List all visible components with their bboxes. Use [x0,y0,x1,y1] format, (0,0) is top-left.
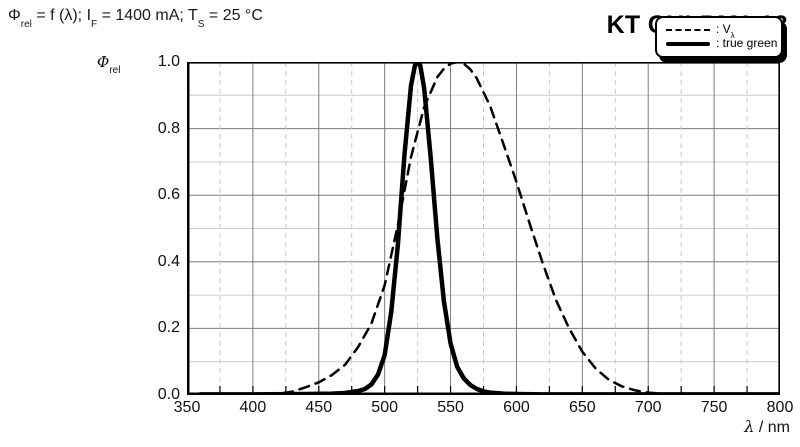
plot-condition-title: Φrel = f (λ); IF = 1400 mA; TS = 25 °C [8,7,263,31]
formula-if-sub: F [91,19,98,31]
plot-area [187,62,780,395]
formula-mid2: = 1400 mA; T [97,7,198,24]
x-tick-label: 500 [371,399,398,416]
legend-label-true-green: : true green [716,35,778,50]
x-tick-label: 750 [700,399,728,416]
legend-solid-line-swatch [666,41,710,47]
legend-label-v-lambda: : Vλ [716,21,735,41]
formula-mid1: = f (λ); I [31,7,92,24]
x-tick-label: 550 [437,399,464,416]
x-tick-label: 800 [766,399,794,416]
x-axis-lambda: λ [744,417,755,436]
x-tick-label: 650 [568,399,596,416]
formula-ts-sub: S [197,19,205,31]
x-tick-label: 400 [239,399,267,416]
x-tick-label: 450 [305,399,333,416]
x-axis-unit: / nm [754,419,790,436]
x-tick-label: 350 [173,399,201,416]
formula-phi-sub: rel [20,19,32,31]
legend-dashed-line-swatch [666,29,710,31]
y-axis-title: Φrel [97,53,121,76]
y-tick-label: 1.0 [157,53,180,70]
y-tick-label: 0.6 [157,186,180,204]
legend: : Vλ : true green [655,16,783,58]
plot-canvas [187,62,780,395]
y-axis-phi: Φ [97,53,110,71]
y-tick-label: 0.0 [157,386,180,403]
x-axis-title: λ / nm [744,417,790,437]
formula-phi: Φ [8,7,21,24]
y-tick-label: 0.4 [157,252,180,270]
formula-end: = 25 °C [204,7,263,24]
y-tick-label: 0.2 [157,319,180,337]
x-tick-label: 600 [503,399,530,416]
legend-item-true-green: : true green [666,36,777,51]
y-axis-phi-sub: rel [109,65,121,76]
x-tick-label: 700 [634,399,662,416]
y-tick-label: 0.8 [157,119,180,137]
legend-item-v-lambda: : Vλ [666,21,773,41]
curve-v-lambda [264,62,676,395]
